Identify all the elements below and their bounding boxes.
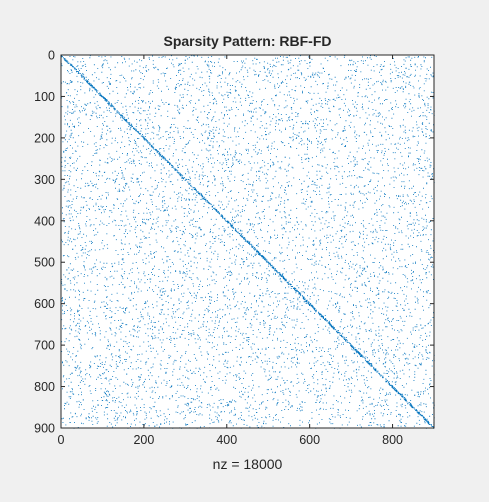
y-tick-label: 900 xyxy=(34,422,55,436)
nonzero-markers xyxy=(61,55,435,429)
x-tick-label: 400 xyxy=(216,433,237,447)
axes-frame xyxy=(60,54,435,429)
y-axis: 0 100 200 300 400 500 600 700 800 900 xyxy=(34,49,434,436)
y-tick-label: 200 xyxy=(34,131,55,145)
y-tick-label: 100 xyxy=(34,90,55,104)
x-tick-label: 600 xyxy=(299,433,320,447)
x-tick-label: 200 xyxy=(133,433,154,447)
x-tick-label: 800 xyxy=(382,433,403,447)
x-axis-label: nz = 18000 xyxy=(213,456,283,472)
y-tick-label: 300 xyxy=(34,173,55,187)
y-tick-label: 400 xyxy=(34,214,55,228)
y-tick-label: 0 xyxy=(48,49,55,63)
x-axis: 0 200 400 600 800 xyxy=(58,55,403,447)
chart-title: Sparsity Pattern: RBF-FD xyxy=(163,33,331,49)
y-tick-label: 700 xyxy=(34,339,55,353)
y-tick-label: 500 xyxy=(34,256,55,270)
y-tick-label: 600 xyxy=(34,297,55,311)
nonzero-points xyxy=(61,55,435,429)
x-tick-label: 0 xyxy=(58,433,65,447)
y-tick-label: 800 xyxy=(34,380,55,394)
